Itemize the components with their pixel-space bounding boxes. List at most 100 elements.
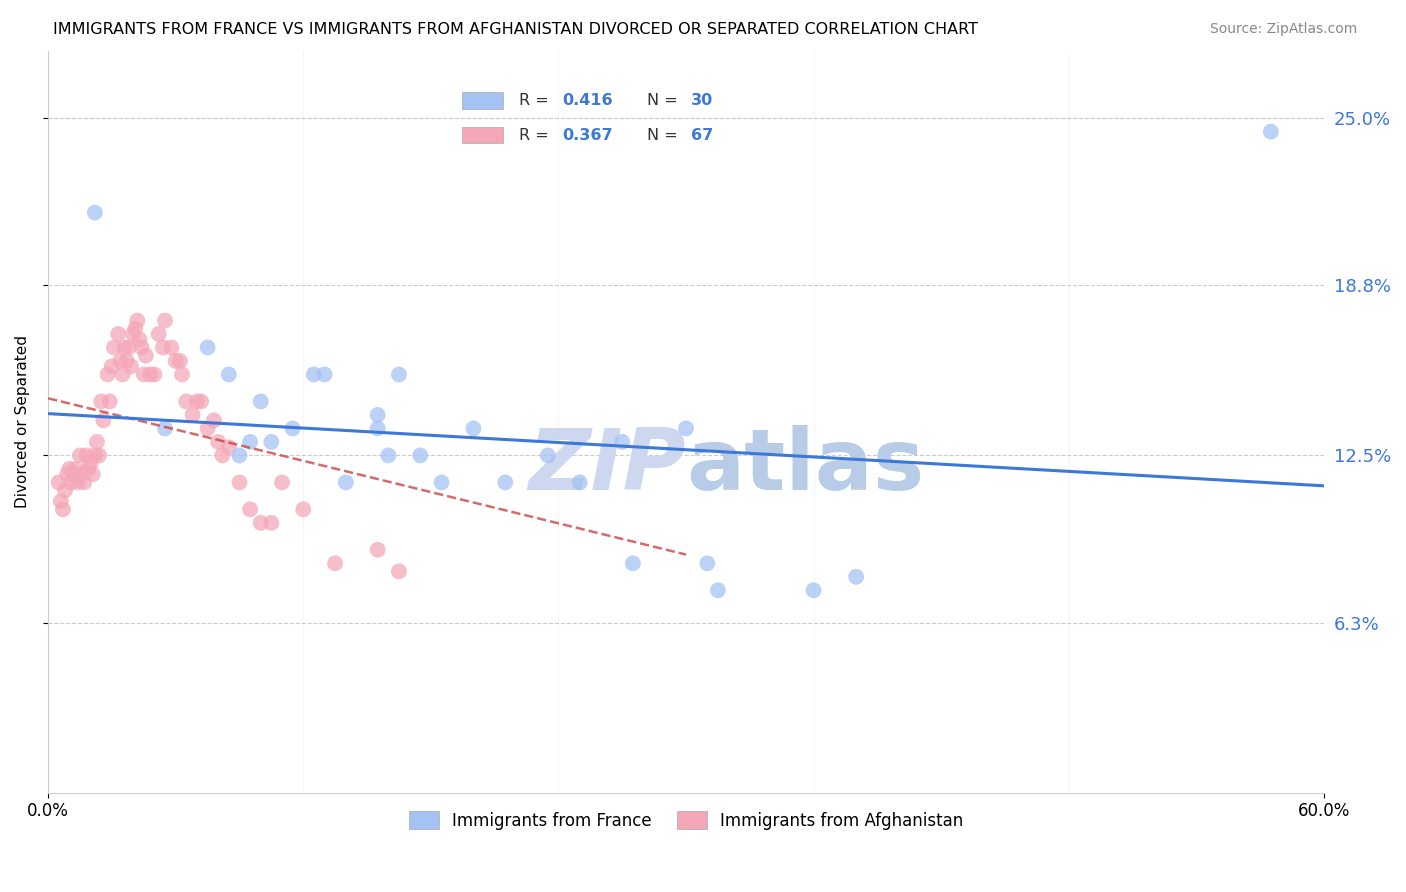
Point — [249, 516, 271, 530]
Point — [239, 502, 262, 516]
Point — [271, 475, 294, 490]
Point — [202, 413, 225, 427]
Point — [153, 421, 176, 435]
Point — [120, 359, 142, 374]
Point — [249, 394, 271, 409]
Point — [568, 475, 591, 490]
Point — [281, 421, 304, 435]
Point — [367, 408, 389, 422]
Point — [49, 494, 72, 508]
Point — [53, 483, 76, 498]
Point — [302, 368, 325, 382]
Point — [239, 434, 262, 449]
Point — [845, 570, 868, 584]
Point — [211, 449, 233, 463]
Point — [197, 341, 219, 355]
Point — [388, 368, 411, 382]
Point — [463, 421, 485, 435]
Point — [93, 413, 115, 427]
Point — [430, 475, 453, 490]
Point — [292, 502, 315, 516]
Point — [228, 475, 250, 490]
Point — [143, 368, 166, 382]
Point — [56, 467, 79, 482]
Point — [377, 449, 399, 463]
Point — [170, 368, 193, 382]
Point — [132, 368, 155, 382]
Point — [107, 326, 129, 341]
Point — [228, 449, 250, 463]
Point — [675, 421, 697, 435]
Point — [152, 341, 174, 355]
Point — [97, 368, 120, 382]
Point — [707, 583, 730, 598]
Point — [83, 205, 105, 219]
Point — [114, 341, 136, 355]
Text: atlas: atlas — [686, 425, 924, 508]
Text: Source: ZipAtlas.com: Source: ZipAtlas.com — [1209, 22, 1357, 37]
Point — [82, 467, 104, 482]
Point — [86, 434, 108, 449]
Point — [260, 516, 283, 530]
Text: IMMIGRANTS FROM FRANCE VS IMMIGRANTS FROM AFGHANISTAN DIVORCED OR SEPARATED CORR: IMMIGRANTS FROM FRANCE VS IMMIGRANTS FRO… — [53, 22, 979, 37]
Point — [165, 354, 187, 368]
Point — [77, 462, 100, 476]
Text: ZIP: ZIP — [529, 425, 686, 508]
Point — [335, 475, 357, 490]
Point — [494, 475, 516, 490]
Point — [169, 354, 191, 368]
Point — [537, 449, 560, 463]
Point — [190, 394, 212, 409]
Point — [110, 354, 132, 368]
Point — [388, 565, 411, 579]
Point — [367, 421, 389, 435]
Point — [186, 394, 208, 409]
Point — [101, 359, 124, 374]
Point — [48, 475, 70, 490]
Point — [218, 440, 240, 454]
Point — [197, 421, 219, 435]
Point — [127, 313, 149, 327]
Point — [1260, 125, 1282, 139]
Point — [131, 341, 153, 355]
Point — [83, 449, 105, 463]
Point — [612, 434, 634, 449]
Point — [314, 368, 336, 382]
Point — [260, 434, 283, 449]
Point — [122, 326, 145, 341]
Point — [135, 349, 157, 363]
Point — [218, 368, 240, 382]
Point — [98, 394, 121, 409]
Point — [323, 557, 346, 571]
Point — [115, 354, 138, 368]
Point — [90, 394, 112, 409]
Point — [128, 332, 150, 346]
Point — [79, 457, 101, 471]
Point — [118, 341, 141, 355]
Point — [160, 341, 183, 355]
Legend: Immigrants from France, Immigrants from Afghanistan: Immigrants from France, Immigrants from … — [402, 805, 970, 837]
Point — [103, 341, 125, 355]
Point — [60, 475, 83, 490]
Point — [66, 475, 89, 490]
Point — [181, 408, 204, 422]
Point — [367, 542, 389, 557]
Point — [124, 321, 146, 335]
Point — [409, 449, 432, 463]
Point — [803, 583, 825, 598]
Point — [174, 394, 197, 409]
Point — [696, 557, 718, 571]
Point — [69, 449, 91, 463]
Point — [207, 434, 229, 449]
Point — [621, 557, 644, 571]
Point — [52, 502, 75, 516]
Point — [65, 462, 87, 476]
Point — [148, 326, 170, 341]
Point — [73, 475, 96, 490]
Point — [58, 462, 80, 476]
Point — [62, 467, 84, 482]
Point — [75, 449, 97, 463]
Point — [70, 467, 93, 482]
Point — [111, 368, 134, 382]
Point — [139, 368, 162, 382]
